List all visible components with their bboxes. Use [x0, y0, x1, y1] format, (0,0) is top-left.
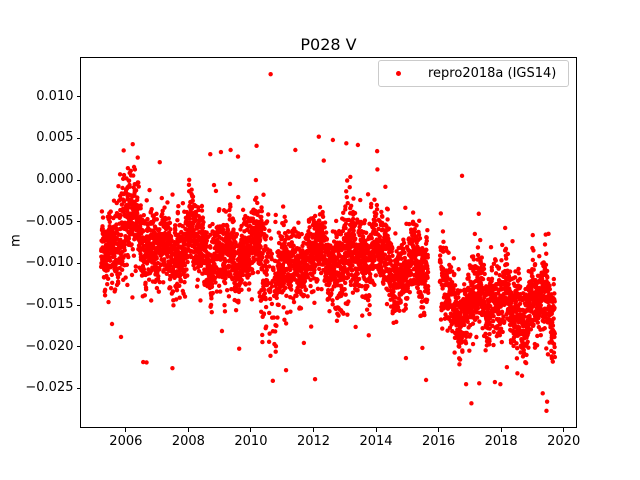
chart-title: P028 V: [300, 35, 357, 54]
y-tick-mark: [76, 96, 81, 98]
y-tick-mark: [76, 137, 81, 139]
legend-dot-marker-icon: [396, 71, 401, 76]
y-tick-mark: [76, 262, 81, 264]
y-tick-label: −0.010: [25, 255, 74, 271]
y-tick-mark: [76, 221, 81, 223]
x-tick-mark: [187, 427, 189, 432]
y-axis-label: m: [8, 234, 24, 247]
x-tick-mark: [375, 427, 377, 432]
y-tick-label: −0.020: [25, 338, 74, 354]
y-tick-label: 0.000: [36, 172, 74, 187]
y-tick-mark: [76, 387, 81, 389]
x-tick-mark: [125, 427, 127, 432]
x-tick-label: 2010: [234, 433, 268, 449]
legend: repro2018a (IGS14): [378, 60, 569, 87]
y-tick-mark: [76, 346, 81, 348]
x-tick-mark: [250, 427, 252, 432]
x-tick-label: 2014: [359, 433, 393, 449]
x-tick-mark: [438, 427, 440, 432]
x-tick-mark: [500, 427, 502, 432]
x-tick-mark: [312, 427, 314, 432]
y-tick-mark: [76, 304, 81, 306]
scatter-points-canvas: [81, 58, 576, 427]
x-tick-mark: [563, 427, 565, 432]
y-tick-label: −0.005: [25, 213, 74, 229]
y-tick-label: −0.025: [25, 380, 74, 396]
x-tick-label: 2018: [484, 433, 518, 449]
y-tick-label: 0.010: [36, 88, 74, 104]
x-tick-label: 2020: [547, 433, 581, 449]
y-tick-mark: [76, 179, 81, 181]
x-tick-label: 2006: [109, 433, 143, 449]
y-tick-label: 0.005: [36, 130, 74, 146]
x-tick-label: 2012: [296, 433, 331, 449]
x-tick-label: 2016: [422, 433, 456, 449]
y-tick-label: −0.015: [25, 297, 74, 312]
x-tick-label: 2008: [171, 433, 205, 449]
legend-entry-label: repro2018a (IGS14): [428, 66, 557, 81]
